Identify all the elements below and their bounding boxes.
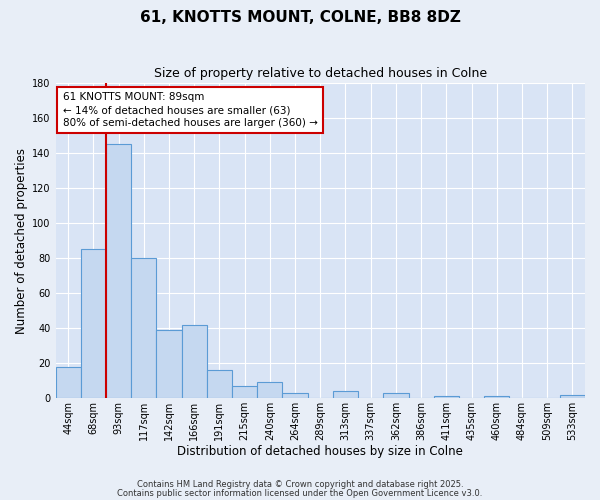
Bar	[383, 393, 409, 398]
Bar	[257, 382, 283, 398]
Bar	[81, 250, 106, 398]
Bar	[131, 258, 157, 398]
Bar	[333, 391, 358, 398]
Bar	[157, 330, 182, 398]
Bar	[106, 144, 131, 398]
Bar	[484, 396, 509, 398]
Text: Contains HM Land Registry data © Crown copyright and database right 2025.: Contains HM Land Registry data © Crown c…	[137, 480, 463, 489]
Bar	[232, 386, 257, 398]
Text: 61 KNOTTS MOUNT: 89sqm
← 14% of detached houses are smaller (63)
80% of semi-det: 61 KNOTTS MOUNT: 89sqm ← 14% of detached…	[62, 92, 317, 128]
Y-axis label: Number of detached properties: Number of detached properties	[15, 148, 28, 334]
Text: Contains public sector information licensed under the Open Government Licence v3: Contains public sector information licen…	[118, 490, 482, 498]
Bar	[283, 393, 308, 398]
Bar	[560, 394, 585, 398]
Text: 61, KNOTTS MOUNT, COLNE, BB8 8DZ: 61, KNOTTS MOUNT, COLNE, BB8 8DZ	[140, 10, 460, 25]
X-axis label: Distribution of detached houses by size in Colne: Distribution of detached houses by size …	[178, 444, 463, 458]
Title: Size of property relative to detached houses in Colne: Size of property relative to detached ho…	[154, 68, 487, 80]
Bar	[56, 366, 81, 398]
Bar	[207, 370, 232, 398]
Bar	[434, 396, 459, 398]
Bar	[182, 324, 207, 398]
